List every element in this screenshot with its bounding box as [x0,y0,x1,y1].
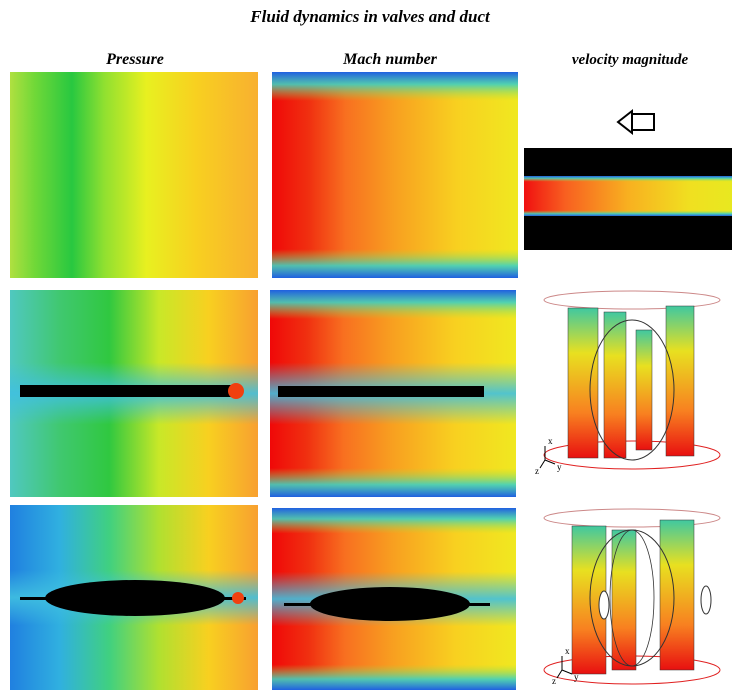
column-header: velocity magnitude [572,52,689,68]
axis-label: y [557,462,562,472]
axis-label: x [548,436,553,446]
duct-plot [524,108,732,250]
pressure-plot [10,505,258,690]
valve-3d [543,508,721,685]
axis-triad: x y z [552,646,579,686]
axis-label: y [574,672,579,682]
axis-label: x [565,646,570,656]
axis-triad: x y z [535,436,562,476]
pressure-plot [10,290,258,497]
pressure-plot [10,72,258,278]
title: Fluid dynamics in valves and duct [249,7,491,26]
column-header: Pressure [105,51,164,68]
mach-plot [270,290,516,497]
axis-label: z [552,676,556,686]
mach-plot [272,508,516,690]
axis-label: z [535,466,539,476]
mach-plot [272,72,518,278]
valve-3d [543,290,721,470]
column-header: Mach number [342,51,438,68]
